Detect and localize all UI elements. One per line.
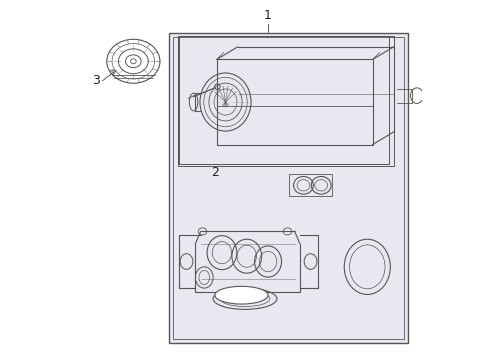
Bar: [169, 33, 408, 343]
Text: 1: 1: [264, 9, 272, 22]
Bar: [173, 37, 404, 339]
Text: 3: 3: [92, 74, 100, 87]
Bar: [179, 36, 389, 164]
Text: 2: 2: [211, 166, 219, 179]
Bar: [178, 36, 394, 166]
Ellipse shape: [215, 286, 268, 304]
Bar: [289, 174, 332, 196]
